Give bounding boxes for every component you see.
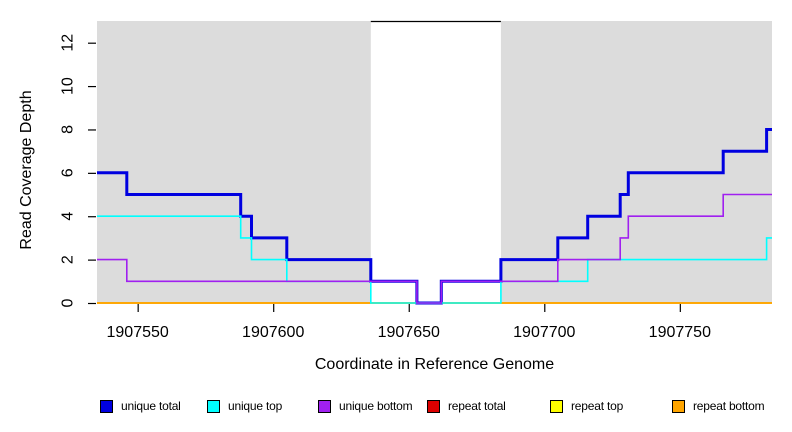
legend-item-repeat-bottom: repeat bottom	[672, 396, 765, 416]
legend-label-unique-top: unique top	[228, 399, 283, 413]
x-tick-label: 1907750	[649, 324, 711, 341]
legend-item-repeat-total: repeat total	[427, 396, 506, 416]
legend-label-repeat-total: repeat total	[448, 399, 506, 413]
series-unique-top-line	[97, 215, 772, 304]
legend-swatch-repeat-bottom	[672, 399, 685, 413]
legend-item-unique-bottom: unique bottom	[318, 396, 413, 416]
legend-swatch-unique-bottom	[318, 399, 331, 413]
y-tick-label: 4	[60, 212, 77, 221]
y-tick-label: 10	[60, 77, 77, 95]
legend-label-repeat-bottom: repeat bottom	[693, 399, 765, 413]
legend-item-unique-top: unique top	[207, 396, 282, 416]
y-tick-label: 2	[60, 255, 77, 264]
y-axis-title: Read Coverage Depth	[18, 90, 35, 250]
legend-item-repeat-top: repeat top	[550, 396, 623, 416]
x-tick-label: 1907550	[107, 324, 169, 341]
y-tick-label: 12	[60, 34, 77, 52]
legend-swatch-repeat-top	[550, 399, 563, 413]
legend-swatch-unique-top	[207, 399, 220, 413]
x-axis-title: Coordinate in Reference Genome	[314, 356, 555, 373]
legend-label-unique-bottom: unique bottom	[339, 399, 413, 413]
x-tick-label: 1907650	[378, 324, 440, 341]
plot-area: 1907550 1907600 1907650 1907700 1907750 0 2 4 6 8…	[60, 20, 772, 341]
highlight-region	[370, 21, 501, 303]
legend-label-repeat-top: repeat top	[571, 399, 624, 413]
legend-label-unique-total: unique total	[121, 399, 181, 413]
x-tick-label: 1907700	[513, 324, 575, 341]
y-tick-label: 6	[60, 168, 77, 177]
series-unique-bottom-line	[97, 193, 772, 304]
legend-swatch-unique-total	[100, 399, 113, 413]
legend-swatch-repeat-total	[427, 399, 440, 413]
y-tick-label: 8	[60, 125, 77, 134]
legend: unique total unique top unique bottom repea…	[0, 396, 792, 418]
y-tick-label: 0	[60, 298, 77, 307]
legend-item-unique-total: unique total	[100, 396, 181, 416]
x-tick-label: 1907600	[242, 324, 304, 341]
